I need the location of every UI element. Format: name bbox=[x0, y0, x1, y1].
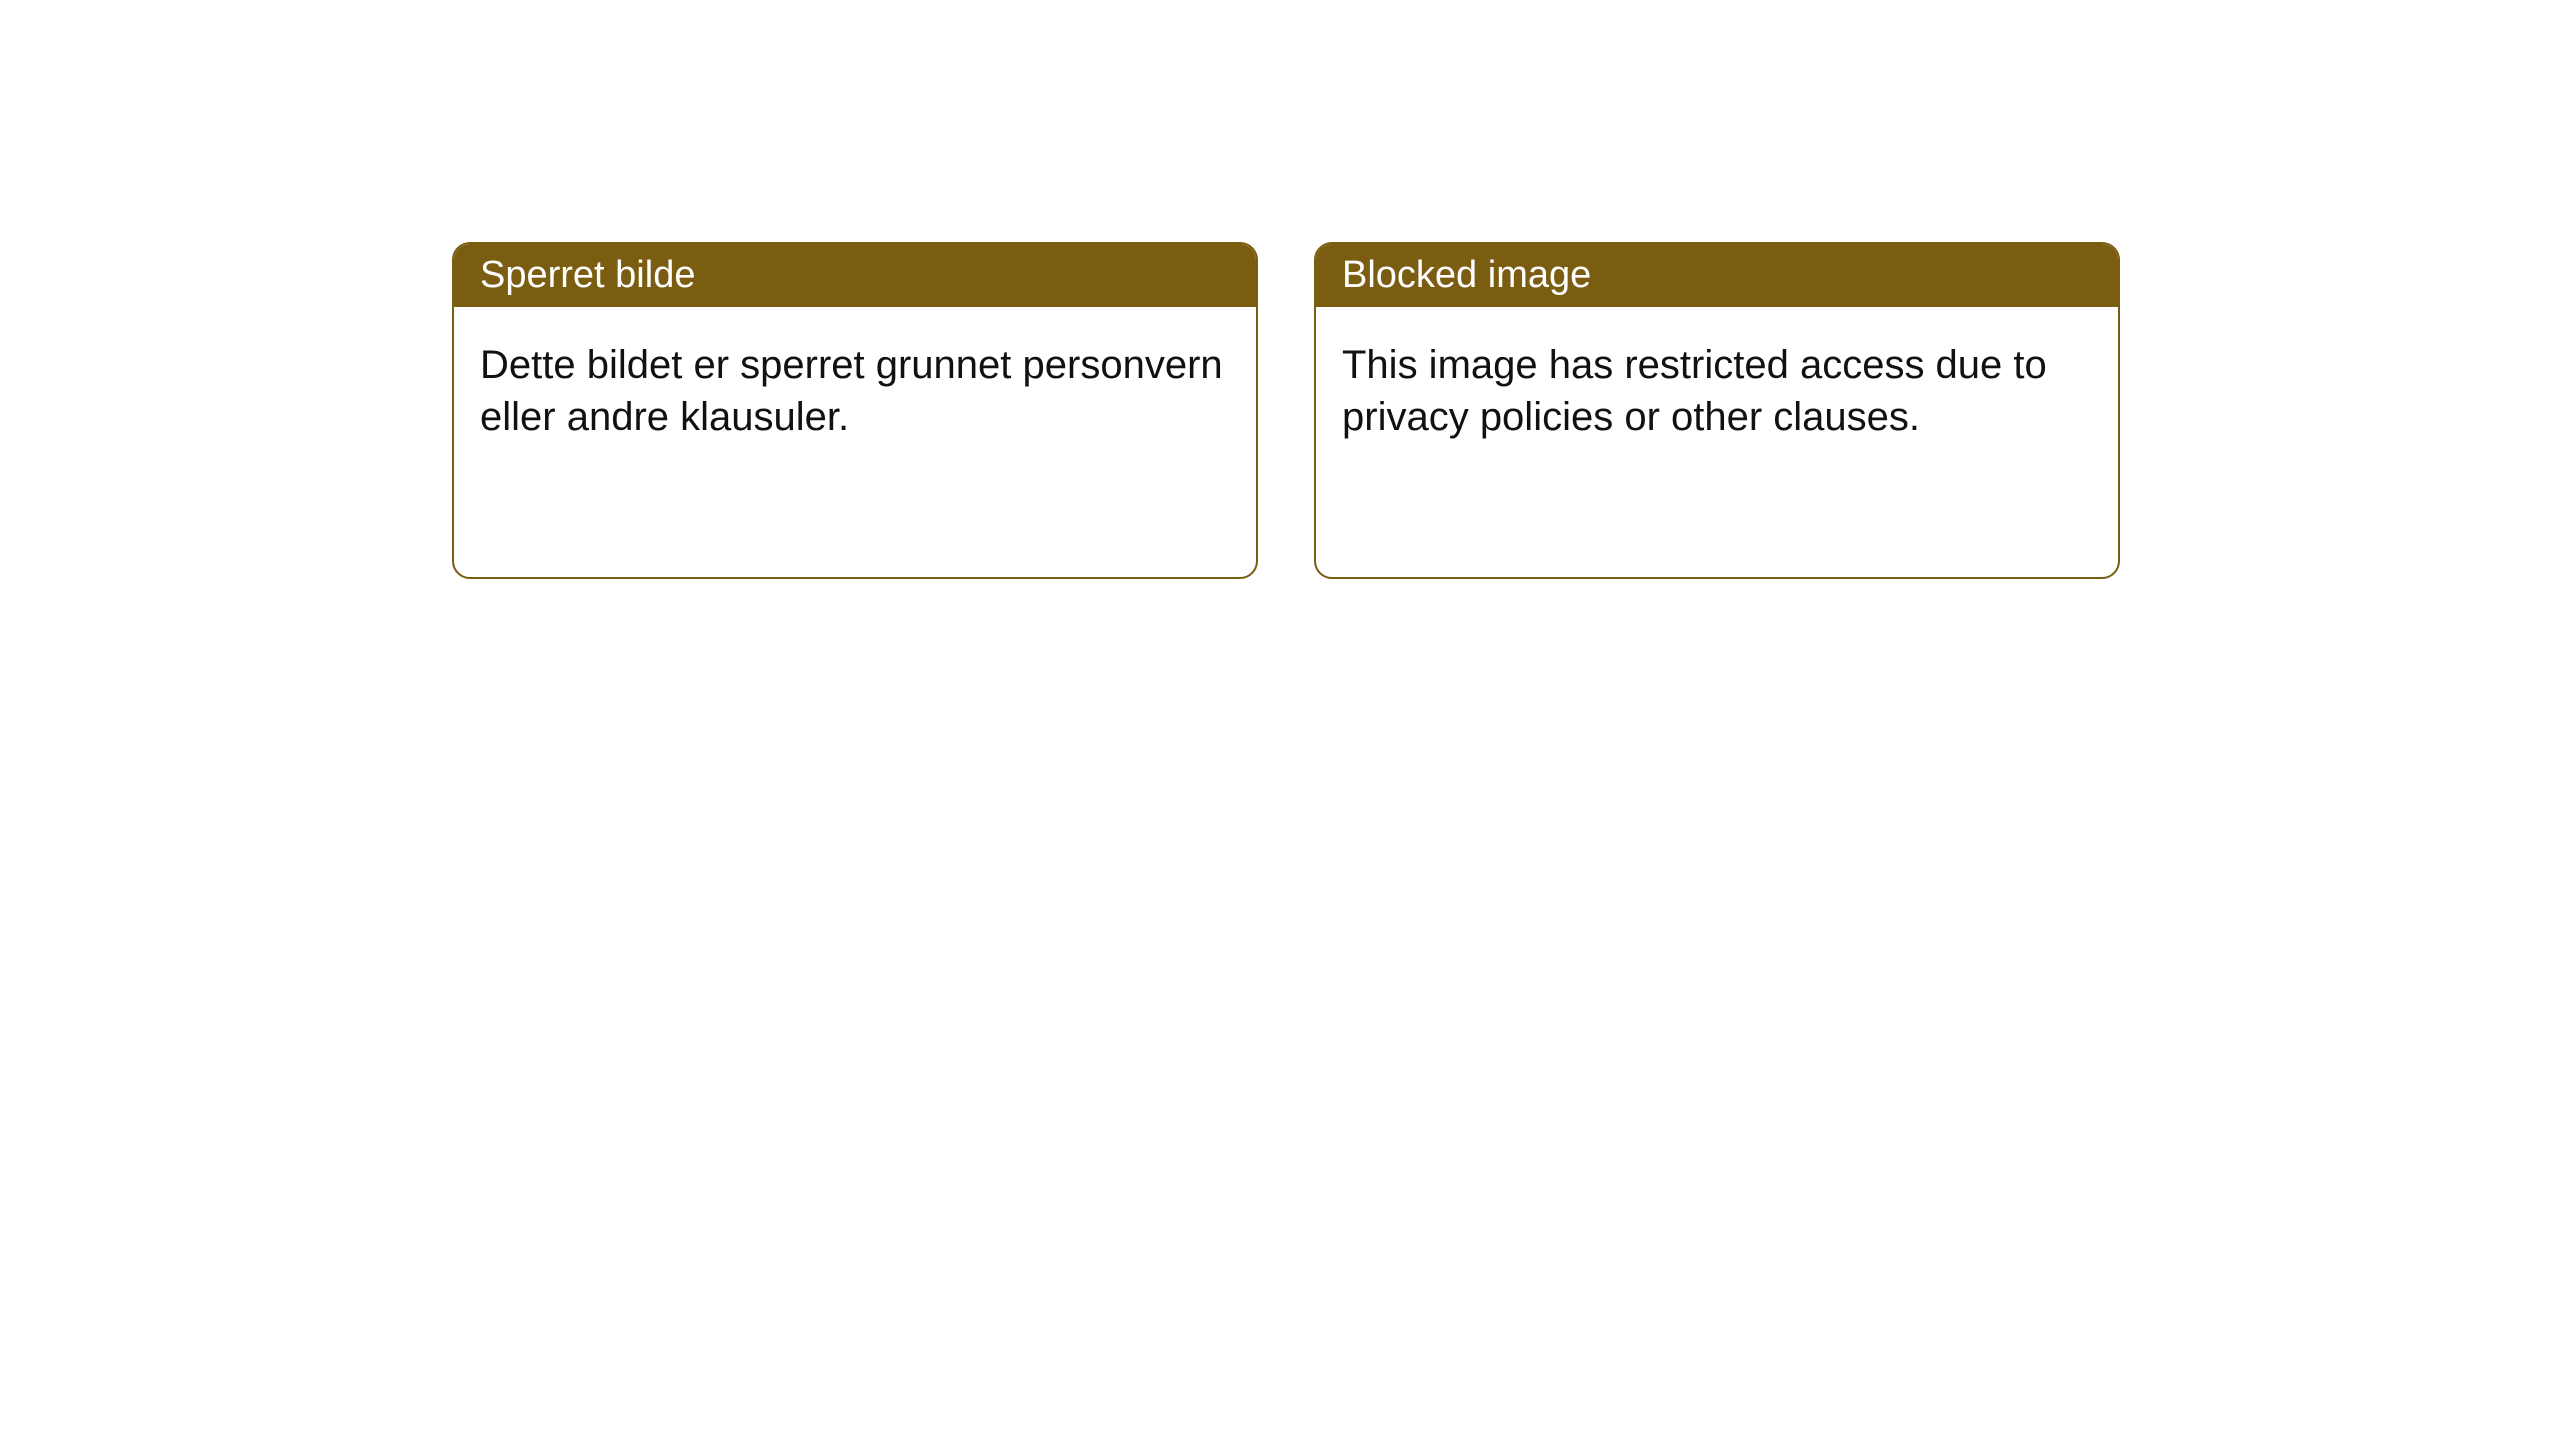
notice-card-body: This image has restricted access due to … bbox=[1316, 307, 2118, 577]
notice-card-title: Sperret bilde bbox=[480, 254, 695, 296]
notice-card-english: Blocked image This image has restricted … bbox=[1314, 242, 2120, 579]
notice-card-header: Sperret bilde bbox=[454, 244, 1256, 307]
notice-card-header: Blocked image bbox=[1316, 244, 2118, 307]
notice-card-title: Blocked image bbox=[1342, 254, 1591, 296]
notice-cards-container: Sperret bilde Dette bildet er sperret gr… bbox=[0, 0, 2560, 579]
notice-card-body: Dette bildet er sperret grunnet personve… bbox=[454, 307, 1256, 577]
notice-card-message: This image has restricted access due to … bbox=[1342, 343, 2047, 439]
notice-card-norwegian: Sperret bilde Dette bildet er sperret gr… bbox=[452, 242, 1258, 579]
notice-card-message: Dette bildet er sperret grunnet personve… bbox=[480, 343, 1223, 439]
